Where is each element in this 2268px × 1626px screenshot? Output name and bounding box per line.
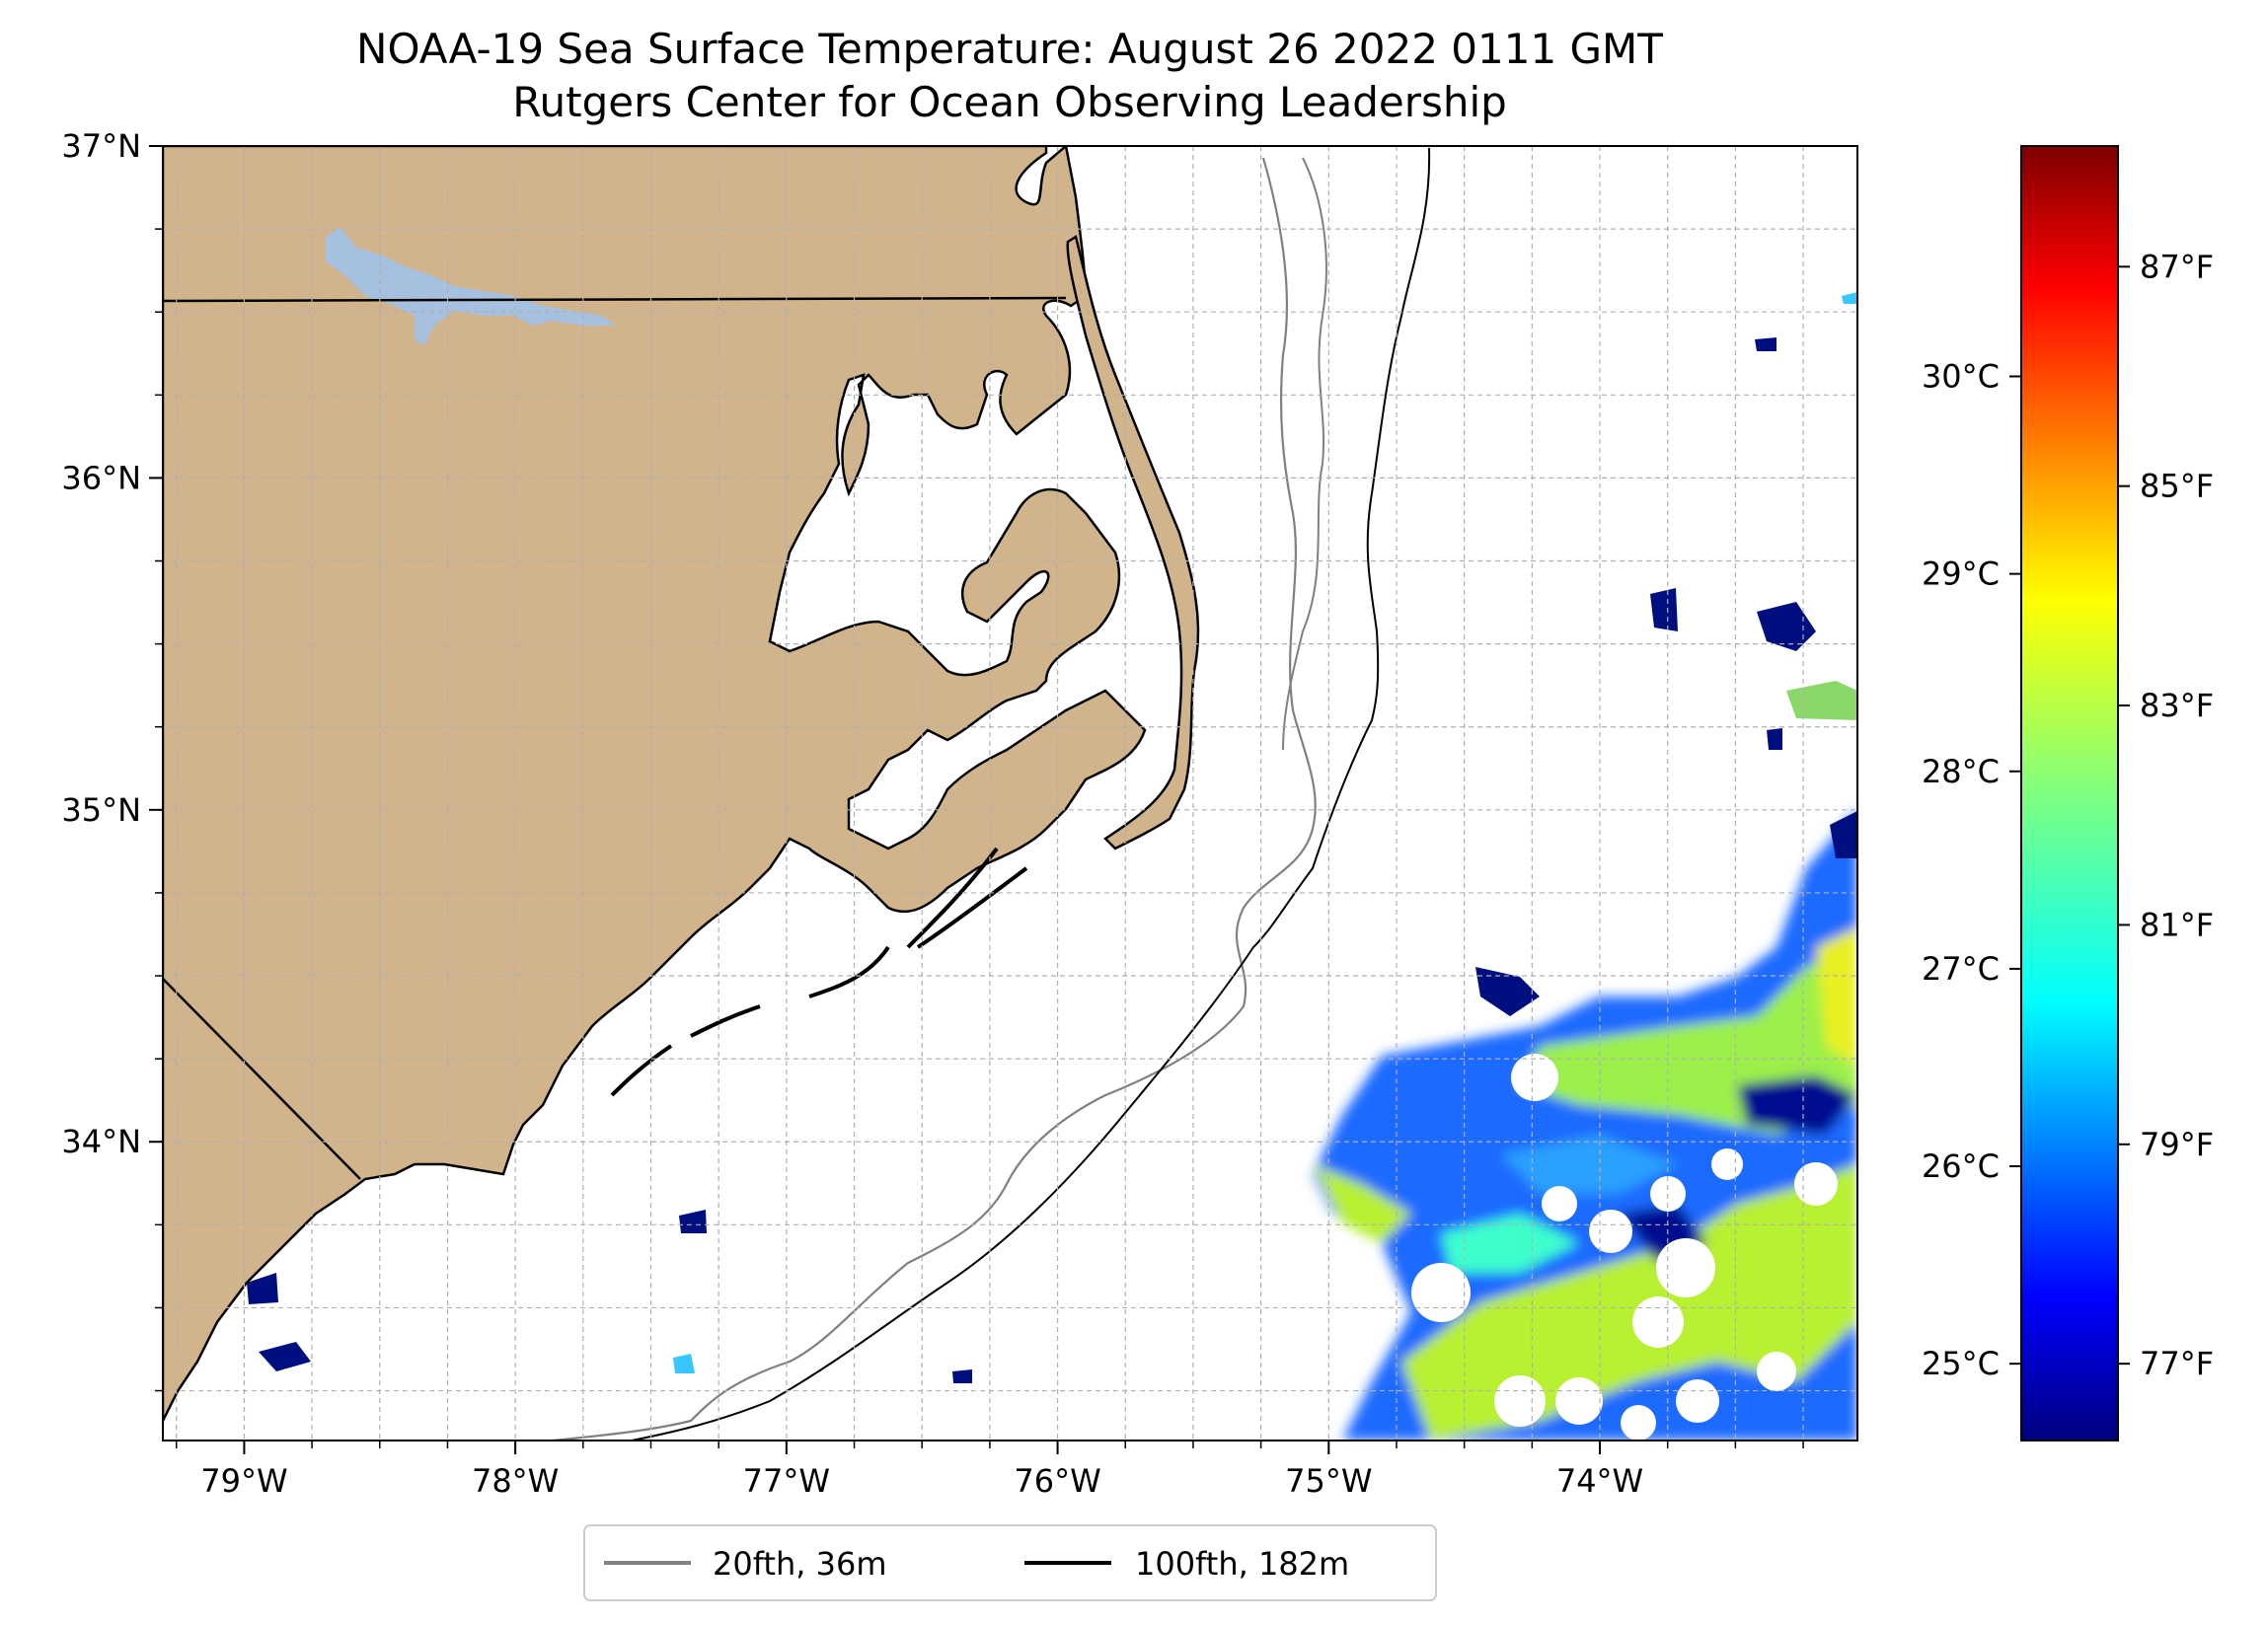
colorbar-label-c: 28°C: [1922, 753, 2000, 790]
colorbar-gradient: [2020, 145, 2119, 1441]
colorbar-label-c: 30°C: [1922, 357, 2000, 395]
cloud-gap: [1632, 1296, 1684, 1348]
lat-tick-label: 34°N: [61, 1123, 141, 1160]
legend: 20fth, 36m 100fth, 182m: [583, 1524, 1437, 1601]
lake-kerr-gaston: [326, 227, 617, 345]
map-area: [163, 146, 1857, 1441]
cloud-gap: [1757, 1352, 1796, 1391]
cloud-gap: [1511, 1054, 1558, 1101]
cloud-gap: [1555, 1377, 1603, 1425]
cloud-gap: [1621, 1405, 1656, 1441]
cloud-gap: [1711, 1148, 1743, 1180]
colorbar-label-f: 79°F: [2140, 1126, 2214, 1163]
cloud-gap: [1656, 1238, 1715, 1297]
isobath-20fth: [1282, 157, 1327, 751]
lon-tick-label: 77°W: [743, 1462, 830, 1500]
colorbar-label-f: 81°F: [2140, 906, 2214, 943]
cloud-gap: [1794, 1162, 1838, 1206]
outer-banks-south: [610, 847, 1028, 1097]
lon-tick-label: 74°W: [1556, 1462, 1643, 1500]
map-frame: [162, 145, 1858, 1441]
colorbar-label-c: 26°C: [1922, 1147, 2000, 1185]
isobath-20fth: [552, 157, 1317, 1441]
state-border-va-nc: [163, 296, 1067, 303]
colorbar-label-c: 29°C: [1922, 555, 2000, 593]
axis-ticks: 79°W 78°W 77°W 76°W 75°W 74°W 37°N 36°N 35°N 34°N: [61, 127, 1804, 1500]
lon-tick-label: 75°W: [1285, 1462, 1372, 1500]
lat-tick-label: 37°N: [61, 127, 141, 165]
colorbar-label-f: 87°F: [2140, 248, 2214, 285]
map-subtitle: Rutgers Center for Ocean Observing Leade…: [512, 78, 1507, 126]
cloud-gap: [1676, 1379, 1719, 1423]
land-mainland: [163, 146, 1147, 1422]
lat-tick-label: 35°N: [61, 791, 141, 829]
colorbar-label-c: 27°C: [1922, 950, 2000, 988]
cloud-gap: [1589, 1210, 1632, 1253]
legend-label-20fth: 20fth, 36m: [713, 1545, 886, 1583]
legend-label-100fth: 100fth, 182m: [1135, 1545, 1349, 1583]
map-title: NOAA-19 Sea Surface Temperature: August …: [356, 25, 1663, 73]
cloud-gap: [1411, 1263, 1471, 1322]
cloud-gap: [1494, 1375, 1546, 1427]
colorbar: 77°F 79°F 81°F 83°F 85°F 87°F 25°C 26°C 27°C 28°C…: [1922, 145, 2214, 1441]
lon-tick-label: 78°W: [472, 1462, 559, 1500]
lon-tick-label: 79°W: [200, 1462, 287, 1500]
colorbar-ticks: 77°F 79°F 81°F 83°F 85°F 87°F 25°C 26°C 27°C 28°C…: [1922, 248, 2214, 1382]
isobath-100fth: [631, 147, 1431, 1441]
colorbar-label-c: 25°C: [1922, 1345, 2000, 1382]
colorbar-label-f: 77°F: [2140, 1345, 2214, 1382]
sst-data-layer: [247, 292, 1857, 1441]
colorbar-label-f: 85°F: [2140, 468, 2214, 505]
colorbar-label-f: 83°F: [2140, 687, 2214, 724]
state-border-nc-sc: [163, 978, 361, 1180]
cloud-gap: [1542, 1186, 1577, 1221]
lat-tick-label: 36°N: [61, 459, 141, 496]
lon-tick-label: 76°W: [1014, 1462, 1100, 1500]
legend-box: [583, 1524, 1437, 1601]
